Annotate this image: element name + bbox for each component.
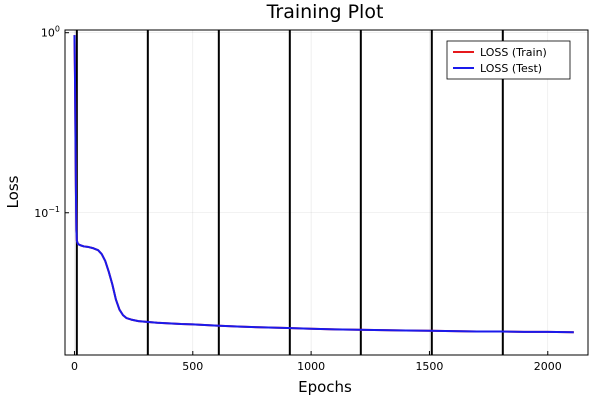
x-tick-label: 1000	[297, 360, 325, 373]
x-tick-label: 0	[71, 360, 78, 373]
x-axis-ticks: 0 500 1000 1500 2000	[71, 351, 562, 373]
chart-title: Training Plot	[266, 1, 384, 23]
y-tick-label: 100	[41, 25, 60, 40]
y-axis-label: Loss	[4, 175, 22, 208]
series-line-test	[73, 35, 574, 334]
x-tick-label: 1500	[415, 360, 443, 373]
vertical-markers	[75, 30, 504, 355]
legend: LOSS (Train) LOSS (Test)	[446, 40, 571, 80]
series-line-train	[73, 35, 574, 334]
x-tick-label: 500	[182, 360, 203, 373]
y-tick-label: 10−1	[34, 205, 60, 220]
y-axis-ticks: 100 10−1	[34, 25, 69, 220]
series-lines	[73, 35, 574, 334]
x-tick-label: 2000	[534, 360, 562, 373]
legend-label-train: LOSS (Train)	[480, 46, 547, 59]
legend-label-test: LOSS (Test)	[480, 62, 542, 75]
legend-box	[446, 40, 571, 80]
x-axis-label: Epochs	[298, 378, 352, 396]
grid	[65, 30, 588, 355]
plot-frame	[64, 29, 589, 356]
